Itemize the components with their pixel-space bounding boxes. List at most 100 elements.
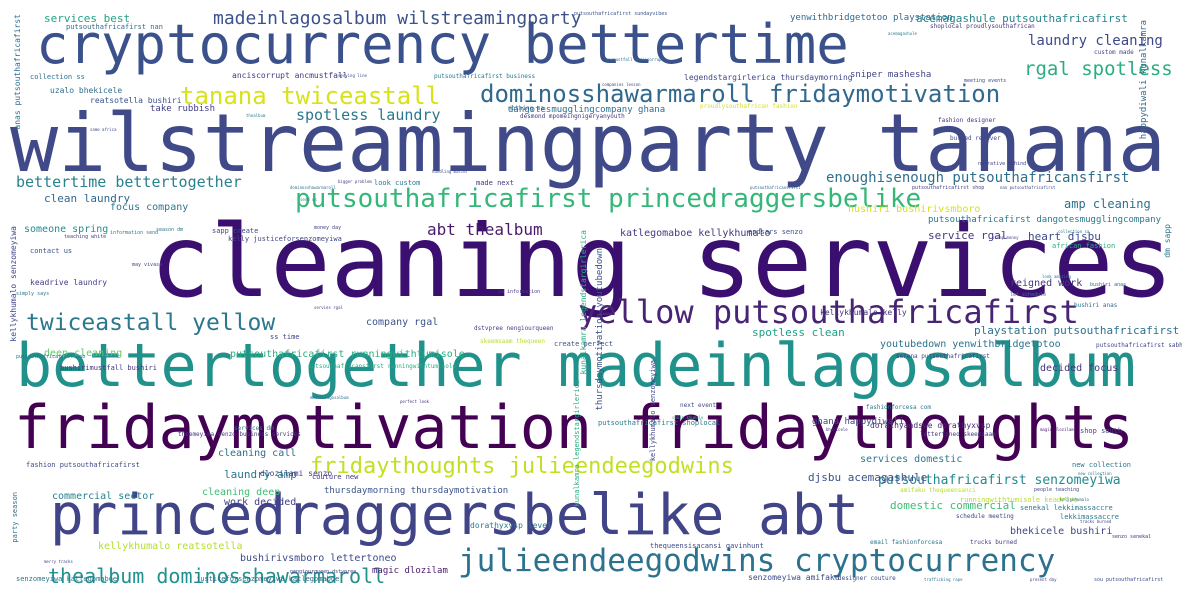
- word-magic-dlozilam: magic dlozilam: [372, 566, 448, 576]
- word-simply-says: simply says: [16, 291, 50, 297]
- word-laundry-amp: laundry amp: [224, 468, 297, 481]
- word-new-collection: new collection: [1072, 461, 1132, 469]
- word-sou-putsouthafricafirst: sou putsouthafricafirst: [1094, 577, 1164, 583]
- word-focus-company: focus company: [110, 202, 189, 213]
- word-companies-lesson: companies lesson: [602, 82, 641, 87]
- word-twiceastall-yellow: twiceastall yellow: [26, 310, 276, 336]
- word-putsouthafricafirst-sabha: putsouthafricafirst sabha: [1096, 342, 1182, 349]
- word-scrap-money: scrap money: [992, 235, 1019, 240]
- word-kellykhumalo: kellykhumalo: [1060, 497, 1089, 502]
- word-putsouthafricafirst-princedraggersbelike: putsouthafricafirst princedraggersbelike: [295, 184, 922, 214]
- word-thealbum-dominosshawarmaroll: thealbum dominosshawarmaroll: [48, 564, 386, 588]
- word-made-next: made next: [476, 179, 514, 187]
- word-trucks-burned: trucks burned: [970, 539, 1017, 546]
- word-designer-couture: designer couture: [838, 575, 896, 582]
- word-putsouthafricansfirst-runningwithtumisole: putsouthafricansfirst runningwithtumisol…: [308, 363, 457, 370]
- word-julieendeegodwins-cryptocurrency: julieendeegodwins cryptocurrency: [458, 543, 1056, 579]
- word-perfect-look: perfect look: [400, 399, 429, 404]
- word-dm-sapp: dm sapp: [1163, 224, 1172, 258]
- word-collection-ss: collection ss: [30, 73, 85, 81]
- word-putsouthafricafirst-nan: putsouthafricafirst nan: [66, 23, 163, 31]
- word-create-perfect: create perfect: [554, 340, 614, 348]
- word-katlegomaboe-kellykhumalo: katlegomaboe kellykhumalo: [620, 228, 771, 239]
- word-thequeensisacansi-gavinhunt: thequeensisacansi gavinhunt: [650, 542, 764, 550]
- word-reatsotella-bushiri: reatsotella bushiri: [90, 96, 182, 105]
- word-tanana-twiceastall: tanana twiceastall: [180, 82, 441, 110]
- word-wilstreamingparty-tanana: wilstreamingparty tanana: [10, 97, 1166, 190]
- word-senzo-khumalo: senzo khumalo: [672, 415, 704, 420]
- word-princedraggersbelike-abt: princedraggersbelike abt: [50, 483, 860, 548]
- word-thursdaymotivation-youtubedown: thursdaymotivation youtubedown: [595, 248, 605, 411]
- word-yenwithbridgetotoo-playstation: yenwithbridgetotoo playstation: [790, 13, 953, 23]
- word-lekkimassaccre: lekkimassaccre: [1060, 513, 1120, 521]
- word-legendstargirlerica-thursdaymorning: legendstargirlerica thursdaymorning: [684, 73, 853, 82]
- word-kunalkamra-legendstargirlerica: kunalkamra legendstargirlerica: [579, 230, 588, 375]
- word-fashion-putsouthafricafirst: fashion putsouthafricafirst: [26, 461, 140, 469]
- word-kunalkamra-legendstargirlerica-2: kunalkamra legendstargirlerica: [573, 380, 581, 507]
- word-african-fashion: african fashion: [1052, 242, 1116, 250]
- word-endsars-senzo: endsars senzo: [748, 228, 803, 236]
- word-trafficking-rape: trafficking rape: [924, 577, 963, 582]
- word-hushiri-bushirivsmboro: hushiri bushirivsmboro: [848, 204, 981, 215]
- word-bushirivsmboro-lettertoneo: bushirivsmboro lettertoneo: [240, 553, 397, 564]
- word-may-vivasa: may vivasa: [132, 262, 163, 268]
- word-ancmustfall-anciscorrupt: ancmustfall anciscorrupt: [606, 57, 664, 62]
- word-tracks-burned: tracks burned: [1080, 519, 1112, 524]
- word-nengiourqueen-dstvpree: nengiourqueen dstvpree: [290, 569, 357, 575]
- word-email-fashionforcesa: email fashionforcesa: [870, 539, 943, 546]
- word-playstation-putsouthafricafirst: playstation putsouthafricafirst: [974, 324, 1180, 337]
- word-servies-rgal: servies rgal: [314, 305, 343, 310]
- word-take-rubbish: take rubbish: [150, 104, 216, 114]
- word-serena-putsouthafricafirst: serena putsouthafricafirst: [896, 353, 990, 360]
- word-cleaning-services: cleaning services: [150, 203, 1174, 320]
- word-theemeyima-senzo-business-services: theemeyima senzo business services: [178, 431, 301, 438]
- word-ss-time: ss time: [270, 333, 300, 341]
- word-serving-line: serving line: [338, 73, 367, 78]
- word-skeemsaam-thequeen: skeemsaam thequeen: [480, 338, 546, 345]
- word-youtubedown-yenwithbridgetotoo: youtubedown yenwithbridgetotoo: [880, 339, 1061, 350]
- word-next-event: next event: [680, 402, 717, 409]
- word-couture-new: couture new: [312, 473, 359, 481]
- word-services-best: services best: [44, 12, 131, 25]
- word-putsouthafricafirst-senzomeyiwa: putsouthafricafirst senzomeyiwa: [878, 473, 1121, 488]
- word-dorathyandswe-dorathyxvsp: dorathyandswe dorathyxvsp: [870, 421, 991, 430]
- word-acemagashule-putsouthafricafirst: acemagashule putsouthafricafirst: [916, 12, 1128, 25]
- word-schedule-meeting: schedule meeting: [956, 513, 1014, 520]
- word-new-collection-2: new collection: [1078, 471, 1112, 476]
- word-bhekicele-bushiri: bhekicele bushiri: [1010, 526, 1113, 537]
- word-senzomeyiwa-amifaku: senzomeyiwa amifaku: [748, 573, 840, 582]
- word-heart-djsbu: heart djsbu: [1028, 230, 1101, 243]
- word-fashion-designer: fashion designer: [938, 117, 996, 124]
- word-yellow-putsouthafricafirst: yellow putsouthafricafirst: [578, 293, 1079, 331]
- word-sa-information: sa information: [498, 289, 541, 295]
- word-kellykhumalo-kelly: kellykhumalo kelly: [820, 308, 907, 317]
- word-justiceforsenzomeyiwa-katlegomaboe: justiceforsenzomeyiwa katlegomaboe: [196, 575, 340, 583]
- word-company-rgal: company rgal: [366, 317, 439, 328]
- word-look-custom: look custom: [374, 179, 421, 187]
- word-fridaymotivation-fridaythoughts: fridaymotivation fridaythoughts: [14, 393, 1134, 463]
- word-let-schedule: let schedule: [1010, 292, 1047, 298]
- word-burned-recover: burned recover: [950, 135, 1001, 142]
- word-look-amazing: look amazing: [1042, 274, 1071, 279]
- word-services-domestic: services domestic: [860, 454, 963, 465]
- word-dorathyxvsp-level: dorathyxvsp level: [470, 521, 552, 530]
- word-kelly-justiceforsenzomeyiwa: kelly justiceforsenzomeyiwa: [228, 235, 342, 243]
- word-keadrive-laundry: keadrive laundry: [30, 278, 108, 287]
- word-lettertoneo-skeemsaam: lettertoneo skeemsaam: [920, 431, 996, 438]
- word-acemagashule: acemagashule: [888, 31, 917, 36]
- word-happydiwali-kunalkamra: happydiwali kunalkamra: [1139, 20, 1149, 140]
- word-domestic-commercial: domestic commercial: [890, 499, 1016, 512]
- word-spotless-clean: spotless clean: [752, 326, 845, 339]
- word-same-africa: same africa: [90, 127, 117, 132]
- word-kellykhumalo-reatsotella: kellykhumalo reatsotella: [98, 541, 243, 552]
- word-putsouthafricafirst-shoplocal: putsouthafricafirst shoplocal: [598, 419, 721, 427]
- word-information-send: information send: [110, 230, 159, 236]
- word-nan-putsouthafricafirst: nan putsouthafricafirst: [1000, 185, 1056, 190]
- word-magic-dlozilam-2: magic dlozilam: [1040, 427, 1074, 432]
- word-sniper-mashesha: sniper mashesha: [850, 70, 932, 80]
- word-commercial-sector: commercial sector: [52, 491, 155, 502]
- word-season-dm: season dm: [156, 227, 184, 233]
- word-putsouthafricafirst-shop: putsouthafricafirst shop: [912, 185, 985, 191]
- word-proudlysouthafrican-fashion: proudlysouthafrican fashion: [700, 103, 798, 110]
- word-putsouthafricafirst-sundayvibes: putsouthafricafirst sundayvibes: [574, 11, 668, 17]
